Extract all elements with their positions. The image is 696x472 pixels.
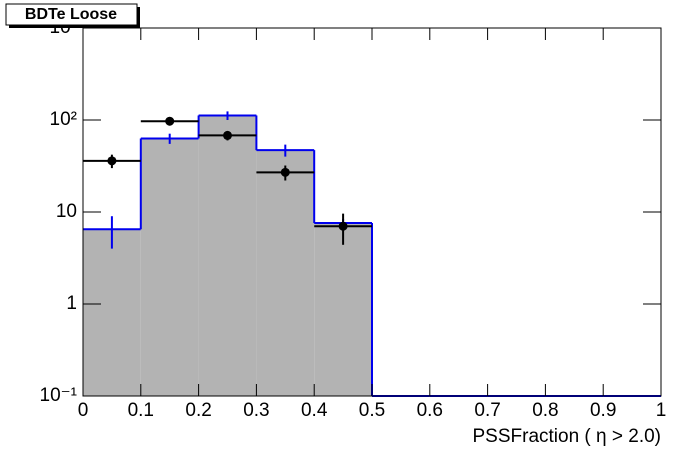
data-point: [107, 156, 117, 166]
hist-bar: [83, 229, 141, 396]
title-box: [5, 3, 138, 26]
y-tick-label: 10²: [50, 109, 77, 130]
x-axis-label: PSSFraction ( η > 2.0): [473, 426, 662, 447]
chart-title: BDTe Loose: [25, 6, 117, 23]
x-tick-label: 0.8: [532, 400, 558, 421]
hist-bar: [256, 150, 315, 396]
hist-bar: [198, 115, 257, 397]
x-tick-label: 0.6: [417, 400, 443, 421]
x-tick-label: 0.9: [590, 400, 616, 421]
y-tick-label: 10⁻¹: [40, 385, 78, 406]
x-tick-label: 0.4: [301, 400, 328, 421]
data-point: [223, 130, 232, 140]
data-point: [280, 167, 290, 177]
x-tick-label: 0.3: [243, 400, 269, 421]
y-tick-label: 10: [56, 201, 77, 222]
x-tick-label: 0.2: [185, 400, 211, 421]
x-tick-label: 0.1: [128, 400, 154, 421]
hist-bar: [314, 222, 372, 396]
x-tick-label: 0.7: [474, 400, 500, 421]
data-point: [165, 116, 175, 126]
x-tick-label: 1: [656, 400, 667, 421]
data-point: [338, 221, 348, 231]
hist-bar: [140, 138, 199, 396]
x-tick-label: 0.5: [359, 400, 385, 421]
x-tick-label: 0: [78, 400, 89, 421]
y-tick-label: 1: [66, 293, 77, 314]
